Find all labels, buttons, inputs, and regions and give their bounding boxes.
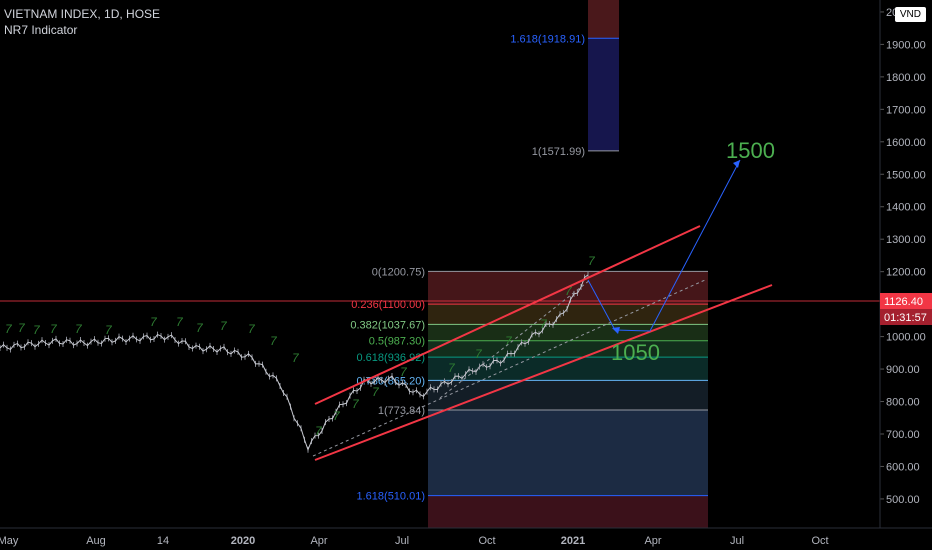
price-line — [0, 274, 589, 452]
x-tick-label: Jul — [395, 535, 409, 547]
y-tick-label: 1800.00 — [886, 72, 926, 84]
nr7-marker: 7 — [333, 409, 341, 423]
nr7-marker: 7 — [292, 351, 300, 365]
nr7-marker: 7 — [105, 323, 113, 337]
x-tick-label: Oct — [811, 535, 828, 547]
nr7-marker: 7 — [448, 361, 456, 375]
nr7-marker: 7 — [565, 284, 573, 298]
upper-fib-extension: 1.618(1918.91) 1(1571.99) — [510, 0, 619, 158]
nr7-marker: 7 — [220, 319, 228, 333]
nr7-marker: 7 — [315, 424, 323, 438]
nr7-marker: 7 — [176, 315, 184, 329]
chart-header: VIETNAM INDEX, 1D, HOSE NR7 Indicator — [4, 6, 160, 38]
nr7-marker: 7 — [50, 322, 58, 336]
target-1050-label: 1050 — [611, 340, 660, 365]
last-price-badge — [880, 293, 932, 309]
y-tick-label: 700.00 — [886, 429, 920, 441]
arrow-head — [733, 160, 740, 168]
fib-label-upper: 1(1571.99) — [532, 146, 585, 158]
nr7-marker: 7 — [400, 365, 408, 379]
nr7-marker: 7 — [33, 323, 41, 337]
projection-arrows — [587, 159, 741, 334]
fib-label: 0.236(1100.00) — [351, 299, 425, 311]
target-1500-label: 1500 — [726, 138, 775, 163]
swing-guide-line — [439, 279, 591, 399]
nr7-marker: 7 — [372, 385, 380, 399]
nr7-marker: 7 — [150, 315, 158, 329]
y-tick-label: 800.00 — [886, 397, 920, 409]
nr7-marker: 7 — [5, 322, 13, 336]
x-tick-label: 14 — [157, 535, 169, 547]
fib-zone-upper — [588, 38, 619, 151]
y-tick-label: 1900.00 — [886, 39, 926, 51]
fib-label: 0.382(1037.67) — [350, 319, 425, 331]
nr7-marker: 7 — [18, 321, 26, 335]
fib-zone — [428, 380, 708, 411]
indicator-label[interactable]: NR7 Indicator — [4, 23, 78, 37]
fib-label: 0.5(987.30) — [369, 336, 425, 348]
currency-badge[interactable]: VND — [894, 7, 926, 22]
x-tick-label: Apr — [644, 535, 661, 547]
x-tick-label: 2021 — [561, 535, 585, 547]
y-tick-label: 900.00 — [886, 364, 920, 376]
y-tick-label: 1200.00 — [886, 267, 926, 279]
x-tick-label: Oct — [478, 535, 495, 547]
nr7-marker: 7 — [352, 397, 360, 411]
fib-label: 1(773.84) — [378, 405, 425, 417]
symbol-title[interactable]: VIETNAM INDEX, 1D, HOSE — [4, 7, 161, 21]
x-tick-label: Apr — [310, 535, 327, 547]
y-tick-label: 1600.00 — [886, 137, 926, 149]
fib-label: 0.786(865.20) — [357, 375, 426, 387]
fib-zone-upper — [588, 0, 619, 39]
y-tick-label: 1500.00 — [886, 169, 926, 181]
price-series — [0, 271, 589, 453]
fib-level-lines — [428, 270, 708, 497]
fib-zone — [428, 357, 708, 381]
trend-channel — [312, 225, 773, 461]
nr7-marker: 7 — [540, 317, 548, 331]
nr7-marker: 7 — [270, 334, 278, 348]
nr7-marker: 7 — [75, 322, 83, 336]
y-tick-label: 500.00 — [886, 494, 920, 506]
countdown-value: 01:31:57 — [884, 312, 927, 324]
nr7-marker: 7 — [505, 334, 513, 348]
x-tick-label: May — [0, 535, 19, 547]
y-tick-label: 1000.00 — [886, 332, 926, 344]
arrow-head — [612, 327, 620, 334]
x-tick-label: 2020 — [231, 535, 255, 547]
nr7-marker: 7 — [475, 347, 483, 361]
x-tick-label: Jul — [730, 535, 744, 547]
fib-level-labels: 0(1200.75) 0.236(1100.00) 0.382(1037.67) 0.… — [350, 266, 425, 502]
x-tick-label: Aug — [86, 535, 106, 547]
projection-path — [587, 159, 741, 332]
nr7-marker: 7 — [248, 322, 256, 336]
fib-label: 0(1200.75) — [372, 266, 425, 278]
y-tick-label: 1300.00 — [886, 234, 926, 246]
price-axis[interactable]: 2000.001900.001800.001700.001600.001500.… — [879, 0, 926, 528]
channel-upper-line — [314, 225, 701, 405]
fib-zone — [428, 340, 708, 358]
fib-label: 1.618(510.01) — [357, 491, 426, 503]
time-axis[interactable]: May Aug 14 2020 Apr Jul Oct 2021 Apr Jul Oct — [0, 527, 932, 547]
fib-zone — [428, 410, 708, 496]
fib-retracement-zones — [428, 271, 708, 528]
y-tick-label: 1400.00 — [886, 202, 926, 214]
last-price-value: 1126.40 — [884, 296, 923, 308]
nr7-marker: 7 — [196, 321, 204, 335]
y-tick-label: 600.00 — [886, 461, 920, 473]
countdown-badge — [880, 309, 932, 325]
fib-zone — [428, 495, 708, 528]
nr7-marker: 7 — [588, 254, 596, 268]
channel-lower-line — [314, 284, 773, 461]
fib-label-upper: 1.618(1918.91) — [510, 33, 585, 45]
y-tick-label: 1700.00 — [886, 104, 926, 116]
